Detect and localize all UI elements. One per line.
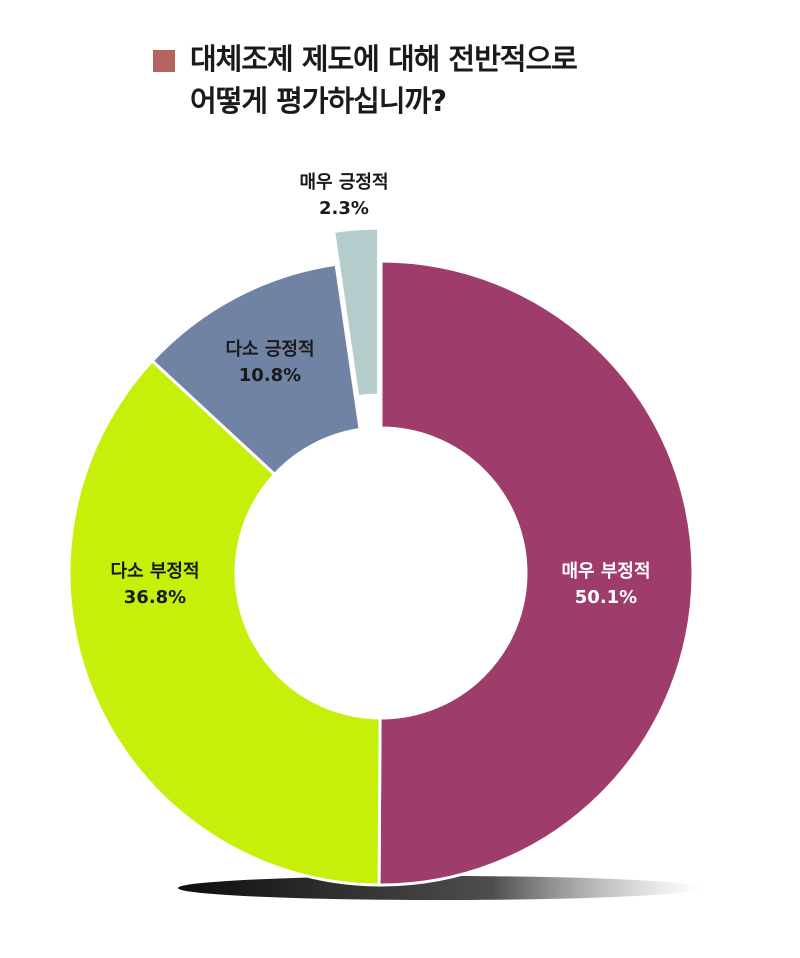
slice-value-label: 10.8%	[239, 365, 301, 386]
shadow	[178, 876, 702, 900]
slice-2	[150, 262, 362, 477]
title-line-1: 대체조제 제도에 대해 전반적으로	[190, 42, 578, 76]
slice-label: 다소 부정적	[110, 561, 199, 582]
slice-1	[67, 358, 382, 887]
title-line-2: 어떻게 평가하십니까?	[190, 84, 447, 118]
title-marker	[153, 50, 175, 72]
slice-value-label: 50.1%	[575, 587, 637, 608]
chart-title: 대체조제 제도에 대해 전반적으로 어떻게 평가하십니까?	[190, 38, 578, 122]
slice-label: 매우 부정적	[561, 561, 650, 582]
slice-label: 매우 긍정적	[299, 172, 388, 193]
slice-3	[331, 226, 381, 399]
slice-label: 다소 긍정적	[225, 339, 314, 360]
slice-value-label: 2.3%	[319, 198, 369, 219]
slice-value-label: 36.8%	[124, 587, 186, 608]
slice-0	[377, 259, 695, 887]
